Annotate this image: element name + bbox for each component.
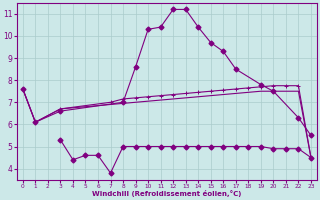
X-axis label: Windchill (Refroidissement éolien,°C): Windchill (Refroidissement éolien,°C) xyxy=(92,190,242,197)
